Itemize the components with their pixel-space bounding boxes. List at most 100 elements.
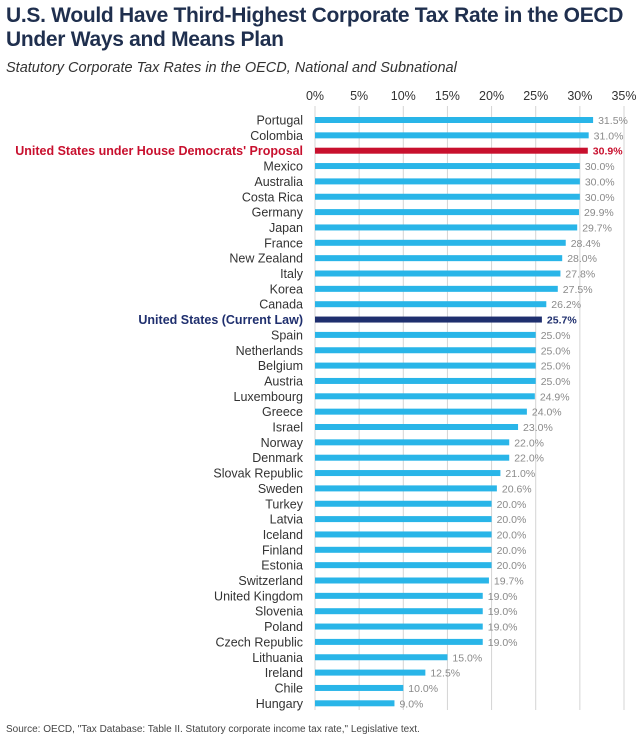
bar: [315, 163, 580, 170]
source-note: Source: OECD, "Tax Database: Table II. S…: [6, 724, 420, 735]
category-label: Israel: [272, 421, 303, 435]
category-label: Canada: [259, 298, 303, 312]
category-label: United States (Current Law): [138, 313, 303, 327]
category-label: Finland: [262, 543, 303, 557]
x-tick-label: 20%: [479, 89, 504, 103]
value-label: 27.8%: [565, 269, 595, 281]
category-label: Costa Rica: [242, 190, 303, 204]
bar: [315, 562, 492, 569]
x-tick-label: 30%: [567, 89, 592, 103]
value-label: 27.5%: [563, 284, 593, 296]
bar: [315, 209, 579, 216]
bar: [315, 623, 483, 630]
category-label: Slovak Republic: [213, 467, 303, 481]
bar: [315, 178, 580, 185]
value-label: 28.0%: [567, 253, 597, 265]
x-axis-ticks: 0% 5% 10% 15% 20% 25% 30% 35%: [306, 89, 637, 103]
value-label: 25.7%: [547, 315, 577, 327]
category-label: Ireland: [265, 666, 303, 680]
value-label: 29.7%: [582, 222, 612, 234]
category-label: Belgium: [258, 359, 303, 373]
value-label: 19.7%: [494, 576, 524, 588]
category-label: United States under House Democrats' Pro…: [15, 144, 303, 158]
value-label: 22.0%: [514, 453, 544, 465]
value-label: 28.4%: [571, 238, 601, 250]
bar: [315, 117, 594, 123]
value-label: 25.0%: [541, 345, 571, 357]
category-label: Mexico: [263, 160, 303, 174]
bar: [315, 316, 542, 323]
bar: [315, 700, 395, 707]
value-label: 30.9%: [593, 146, 623, 158]
bar: [315, 577, 489, 584]
chart-title: U.S. Would Have Third-Highest Corporate …: [6, 4, 624, 51]
bar: [315, 424, 519, 430]
bar: [315, 132, 589, 139]
value-label: 22.0%: [514, 437, 544, 449]
bar: [315, 408, 527, 415]
category-label: France: [264, 236, 303, 250]
value-label: 24.9%: [540, 391, 570, 403]
category-label: Turkey: [265, 497, 303, 511]
category-label: Denmark: [252, 451, 303, 465]
bar: [315, 669, 426, 676]
bars: [315, 117, 594, 707]
category-label: Austria: [264, 374, 303, 388]
bar: [315, 485, 497, 492]
category-label: Sweden: [258, 482, 303, 496]
category-label: Italy: [280, 267, 304, 281]
category-label: Greece: [262, 405, 303, 419]
category-label: Iceland: [263, 528, 303, 542]
value-label: 20.0%: [497, 499, 527, 511]
bar: [315, 638, 483, 645]
category-label: Estonia: [261, 559, 303, 573]
value-label: 30.0%: [585, 192, 615, 204]
category-label: New Zealand: [229, 252, 303, 266]
x-tick-label: 15%: [435, 89, 460, 103]
value-label: 25.0%: [541, 330, 571, 342]
bar: [315, 546, 492, 553]
bar: [315, 684, 404, 691]
bar: [315, 193, 580, 200]
value-label: 20.6%: [502, 483, 532, 495]
bar: [315, 470, 501, 477]
value-label: 21.0%: [505, 468, 535, 480]
value-label: 19.0%: [488, 591, 518, 603]
category-label: Poland: [264, 620, 303, 634]
value-label: 20.0%: [497, 560, 527, 572]
value-label: 20.0%: [497, 545, 527, 557]
category-label: Switzerland: [238, 574, 303, 588]
bar: [315, 377, 536, 384]
chart-subtitle: Statutory Corporate Tax Rates in the OEC…: [6, 60, 457, 76]
value-label: 25.0%: [541, 376, 571, 388]
bar: [315, 270, 561, 277]
bar: [315, 301, 547, 308]
value-labels: 31.5% 31.0% 30.9% 30.0% 30.0% 30.0% 29.9% 29.7%…: [399, 115, 627, 710]
category-label: Chile: [275, 681, 304, 695]
bar: [315, 608, 483, 615]
value-label: 10.0%: [408, 683, 438, 695]
value-label: 24.0%: [532, 407, 562, 419]
category-label: Latvia: [270, 513, 303, 527]
category-label: Portugal: [256, 114, 303, 128]
value-label: 31.5%: [598, 115, 628, 127]
bar: [315, 347, 536, 354]
category-label: Netherlands: [236, 344, 303, 358]
x-tick-label: 0%: [306, 89, 324, 103]
category-label: Norway: [261, 436, 304, 450]
category-label: Lithuania: [252, 651, 303, 665]
value-label: 20.0%: [497, 529, 527, 541]
category-label: Hungary: [256, 697, 304, 711]
bar: [315, 224, 578, 231]
category-label: Korea: [270, 282, 303, 296]
value-label: 29.9%: [584, 207, 614, 219]
bar: [315, 331, 536, 338]
bar: [315, 531, 492, 538]
category-label: Czech Republic: [215, 635, 303, 649]
category-label: Luxembourg: [234, 390, 304, 404]
category-label: Germany: [252, 206, 304, 220]
x-tick-label: 25%: [523, 89, 548, 103]
bar: [315, 285, 558, 292]
bar: [315, 592, 483, 599]
